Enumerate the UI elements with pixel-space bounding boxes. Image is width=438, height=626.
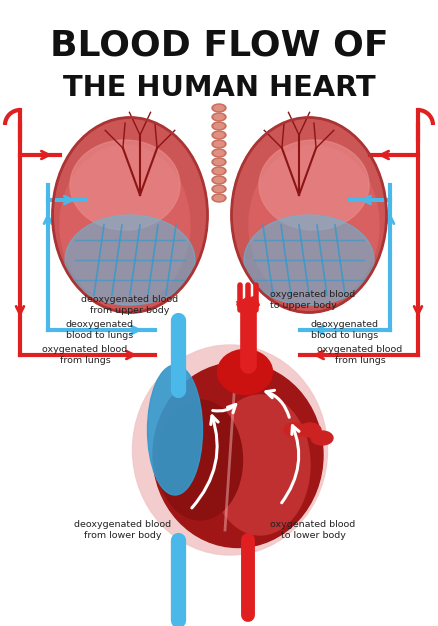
- Ellipse shape: [248, 145, 378, 305]
- Text: oxygenated blood
to upper body: oxygenated blood to upper body: [269, 290, 354, 310]
- Ellipse shape: [212, 122, 226, 130]
- Ellipse shape: [283, 423, 305, 437]
- Text: BLOOD FLOW OF: BLOOD FLOW OF: [49, 28, 388, 62]
- Ellipse shape: [310, 431, 332, 445]
- Ellipse shape: [213, 160, 223, 165]
- Text: THE HUMAN HEART: THE HUMAN HEART: [63, 74, 374, 102]
- Ellipse shape: [213, 141, 223, 146]
- Ellipse shape: [212, 158, 226, 166]
- Ellipse shape: [213, 123, 223, 128]
- Ellipse shape: [212, 167, 226, 175]
- Ellipse shape: [213, 195, 223, 200]
- Ellipse shape: [157, 400, 242, 520]
- Ellipse shape: [147, 365, 202, 495]
- Ellipse shape: [212, 176, 226, 184]
- Text: deoxygenated
blood to lungs: deoxygenated blood to lungs: [66, 321, 134, 340]
- Ellipse shape: [258, 140, 368, 230]
- Ellipse shape: [244, 215, 373, 305]
- Text: deoxygenated
blood to lungs: deoxygenated blood to lungs: [310, 321, 378, 340]
- Ellipse shape: [298, 423, 320, 437]
- Ellipse shape: [70, 140, 180, 230]
- Ellipse shape: [213, 178, 223, 183]
- Ellipse shape: [213, 115, 223, 120]
- Ellipse shape: [217, 349, 272, 394]
- Ellipse shape: [213, 168, 223, 173]
- Text: oxygenated blood
from lungs: oxygenated blood from lungs: [317, 346, 402, 365]
- Text: deoxygenated blood
from lower body: deoxygenated blood from lower body: [74, 520, 171, 540]
- Ellipse shape: [132, 345, 327, 555]
- Ellipse shape: [212, 131, 226, 139]
- Ellipse shape: [212, 104, 226, 112]
- Ellipse shape: [212, 185, 226, 193]
- Ellipse shape: [231, 118, 385, 312]
- Ellipse shape: [209, 395, 309, 535]
- Text: oxygenated blood
to lower body: oxygenated blood to lower body: [270, 520, 355, 540]
- Ellipse shape: [212, 113, 226, 121]
- Text: oxygenated blood
from lungs: oxygenated blood from lungs: [42, 346, 127, 365]
- Ellipse shape: [53, 118, 207, 312]
- Ellipse shape: [213, 187, 223, 192]
- Ellipse shape: [60, 145, 190, 305]
- Ellipse shape: [212, 149, 226, 157]
- Ellipse shape: [213, 133, 223, 138]
- Ellipse shape: [212, 140, 226, 148]
- Ellipse shape: [212, 194, 226, 202]
- Ellipse shape: [213, 106, 223, 111]
- Ellipse shape: [65, 215, 194, 305]
- Text: deoxygenated blood
from upper body: deoxygenated blood from upper body: [81, 295, 178, 315]
- Ellipse shape: [153, 362, 322, 548]
- Ellipse shape: [213, 150, 223, 155]
